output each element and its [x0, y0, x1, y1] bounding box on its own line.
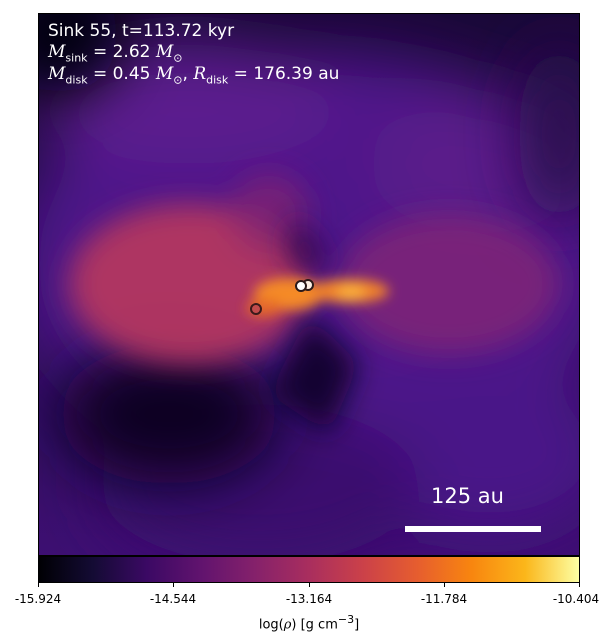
rho-symbol: ρ: [283, 617, 292, 633]
colorbar-tick: [579, 583, 580, 587]
rdisk-symbol: R: [193, 64, 207, 84]
colorbar-tick-label: -13.164: [285, 592, 333, 606]
scale-bar: [405, 526, 541, 532]
msink-symbol: M: [48, 42, 66, 62]
mdisk-symbol: M: [48, 64, 66, 84]
msink-subscript: sink: [65, 51, 88, 65]
sink-particle-marker: [250, 303, 262, 315]
sink-time-label: Sink 55, t=113.72 kyr: [48, 21, 235, 41]
colorbar-tick: [444, 583, 445, 587]
colorbar-tick: [173, 583, 174, 587]
colorbar-tick-label: -11.784: [420, 592, 468, 606]
msun-symbol: M: [155, 64, 174, 84]
disk-mass-radius-label: Mdisk = 0.45 M⊙, Rdisk = 176.39 au: [48, 64, 339, 90]
sink-particle-marker: [295, 280, 307, 292]
colorbar-tick-label: -15.924: [14, 592, 62, 606]
colorbar-label-close: ]: [354, 617, 360, 633]
scale-bar-label: 125 au: [431, 484, 504, 508]
separator: ,: [182, 64, 194, 84]
msink-value: = 2.62: [87, 42, 156, 62]
density-map-panel: Sink 55, t=113.72 kyr Msink = 2.62 M⊙ Md…: [38, 13, 580, 556]
colorbar: [38, 556, 580, 583]
sink-mass-label: Msink = 2.62 M⊙: [48, 42, 183, 68]
colorbar-label: log(ρ) [g cm−3]: [259, 613, 359, 632]
colorbar-tick: [38, 583, 39, 587]
rdisk-value: = 176.39 au: [228, 64, 340, 84]
mdisk-value: = 0.45: [87, 64, 156, 84]
msun-subscript: ⊙: [173, 51, 183, 65]
colorbar-tick-label: -10.404: [552, 592, 600, 606]
colorbar-label-units: ) [g cm: [291, 617, 338, 633]
colorbar-tick: [309, 583, 310, 587]
colorbar-tick-label: -14.544: [149, 592, 197, 606]
mdisk-subscript: disk: [65, 73, 88, 87]
msun-symbol: M: [155, 42, 174, 62]
rdisk-subscript: disk: [206, 73, 229, 87]
colorbar-label-exponent: −3: [337, 613, 355, 626]
msun-subscript: ⊙: [173, 73, 183, 87]
density-map-image: [39, 14, 579, 555]
colorbar-label-prefix: log(: [258, 617, 284, 633]
